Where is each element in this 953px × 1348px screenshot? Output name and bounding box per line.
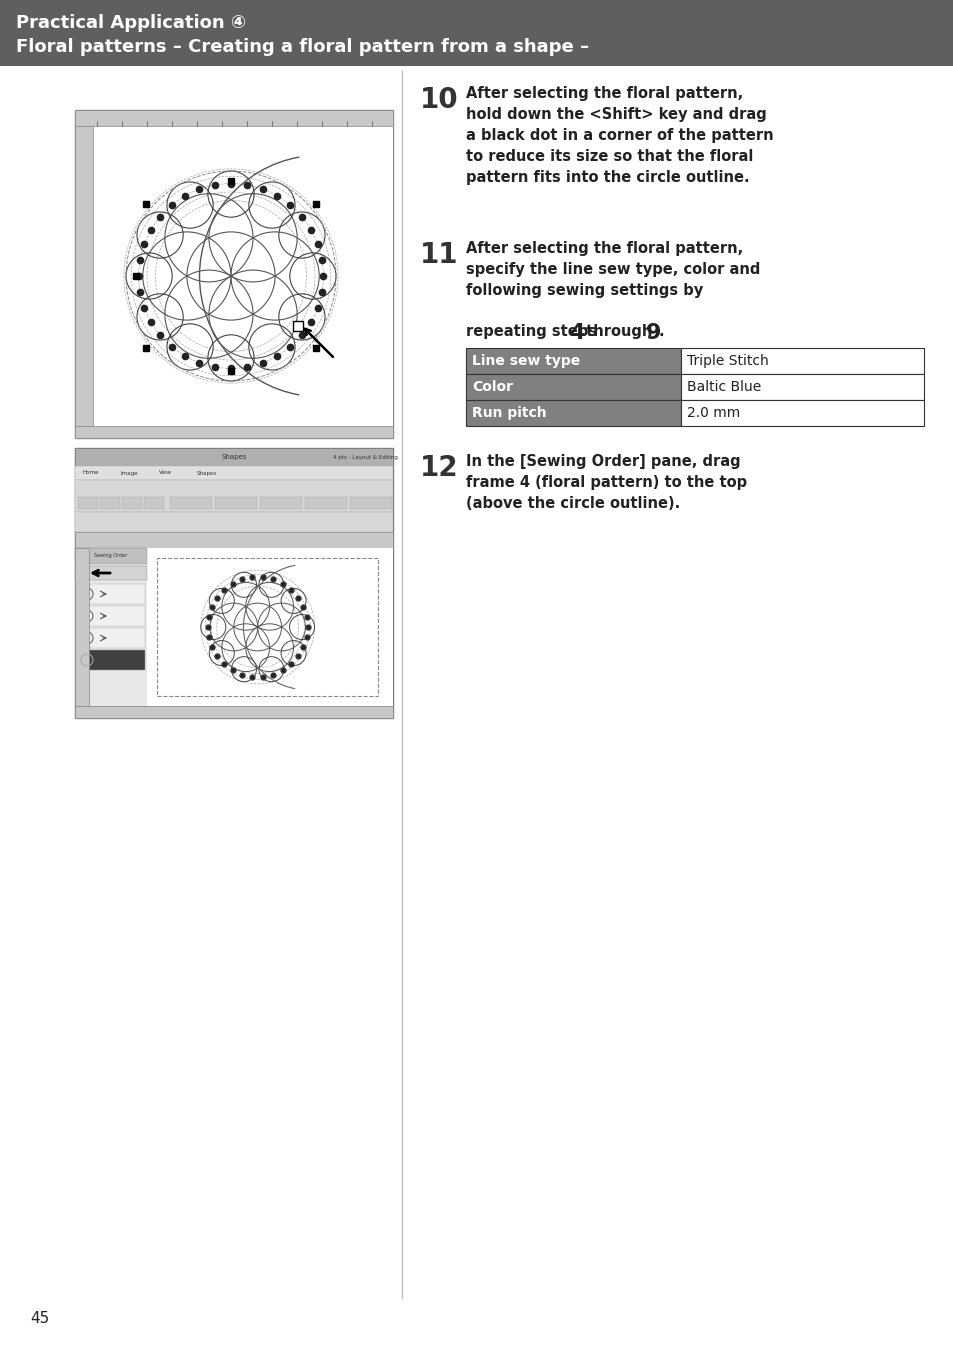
Text: Shapes: Shapes [196, 470, 217, 476]
Bar [77, 584, 145, 604]
Text: 11: 11 [419, 241, 458, 270]
Bar [144, 497, 164, 510]
Text: 9: 9 [645, 324, 660, 342]
Text: repeating steps: repeating steps [465, 324, 601, 338]
Bar [77, 628, 145, 648]
Bar [77, 650, 145, 670]
Text: After selecting the floral pattern,
hold down the <Shift> key and drag
a black d: After selecting the floral pattern, hold… [465, 86, 773, 185]
Bar [75, 566, 147, 580]
Text: After selecting the floral pattern,
specify the line sew type, color and
followi: After selecting the floral pattern, spec… [465, 241, 760, 298]
Bar [75, 448, 393, 718]
Text: .: . [659, 324, 664, 338]
Text: 12: 12 [419, 454, 458, 483]
Bar [147, 549, 393, 706]
Bar [75, 706, 393, 718]
Text: 4 pts - Layout & Editing: 4 pts - Layout & Editing [333, 454, 397, 460]
Bar [305, 497, 347, 510]
Text: View: View [159, 470, 172, 476]
Bar [680, 373, 923, 400]
Text: Run pitch: Run pitch [472, 406, 546, 421]
Text: 4: 4 [568, 324, 584, 342]
Text: Line sew type: Line sew type [472, 355, 579, 368]
Bar [350, 497, 392, 510]
Text: through: through [580, 324, 657, 338]
Bar [75, 111, 393, 438]
Bar [92, 125, 393, 426]
Bar [260, 497, 302, 510]
Text: Shapes: Shapes [221, 454, 247, 460]
Bar [170, 497, 212, 510]
Bar [75, 448, 393, 466]
Bar [75, 480, 393, 512]
Bar [75, 512, 393, 532]
Text: Home: Home [83, 470, 99, 476]
Bar [100, 497, 120, 510]
Text: 45: 45 [30, 1312, 50, 1326]
Bar [465, 348, 680, 373]
Bar [75, 549, 147, 563]
Text: Sewing Order: Sewing Order [94, 554, 128, 558]
Bar [0, 0, 953, 66]
Text: Practical Application ④: Practical Application ④ [16, 13, 246, 32]
Bar [122, 497, 142, 510]
Bar [75, 466, 393, 480]
Text: Floral patterns – Creating a floral pattern from a shape –: Floral patterns – Creating a floral patt… [16, 38, 589, 57]
Bar [75, 532, 393, 549]
Text: Triple Stitch: Triple Stitch [686, 355, 768, 368]
Bar [75, 549, 89, 706]
Bar [680, 400, 923, 426]
Bar [75, 125, 92, 426]
Text: Image: Image [121, 470, 138, 476]
Text: In the [Sewing Order] pane, drag
frame 4 (floral pattern) to the top
(above the : In the [Sewing Order] pane, drag frame 4… [465, 454, 746, 511]
Bar [75, 549, 147, 706]
Bar [75, 426, 393, 438]
Bar [77, 607, 145, 625]
Text: Baltic Blue: Baltic Blue [686, 380, 760, 394]
Bar [77, 650, 145, 670]
Bar [75, 111, 393, 125]
Bar [78, 497, 98, 510]
Bar [465, 373, 680, 400]
Text: 10: 10 [419, 86, 458, 115]
Bar [680, 348, 923, 373]
Bar [214, 497, 256, 510]
Bar [293, 321, 303, 330]
Text: Color: Color [472, 380, 513, 394]
Text: 2.0 mm: 2.0 mm [686, 406, 740, 421]
Bar [465, 400, 680, 426]
